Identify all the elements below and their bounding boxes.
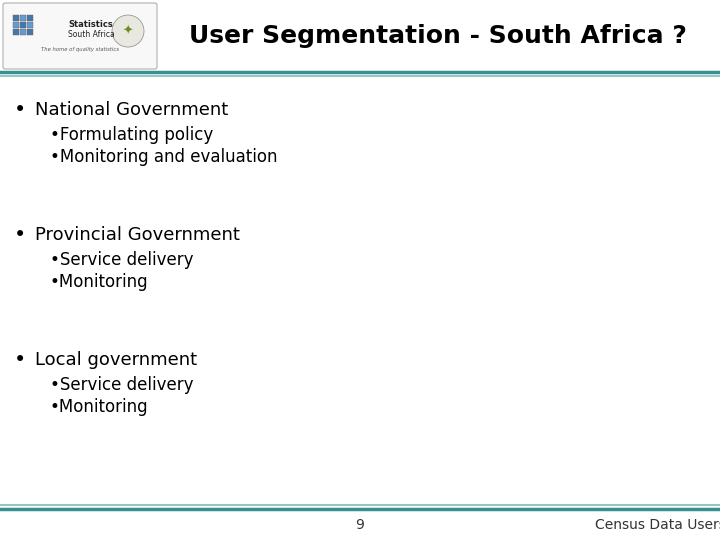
- Circle shape: [112, 15, 144, 47]
- Text: •: •: [14, 350, 26, 370]
- Bar: [27, 15, 33, 21]
- Text: Statistics: Statistics: [68, 21, 113, 29]
- Bar: [13, 22, 19, 28]
- Text: Local government: Local government: [35, 351, 197, 369]
- Bar: [20, 29, 26, 35]
- Text: National Government: National Government: [35, 101, 228, 119]
- Text: •Monitoring: •Monitoring: [50, 398, 148, 416]
- Text: •: •: [14, 225, 26, 245]
- Text: ✦: ✦: [122, 24, 133, 38]
- Bar: [20, 15, 26, 21]
- Text: User Segmentation - South Africa ?: User Segmentation - South Africa ?: [189, 24, 686, 48]
- Text: •Service delivery: •Service delivery: [50, 251, 194, 269]
- Text: •: •: [14, 100, 26, 120]
- FancyBboxPatch shape: [3, 3, 157, 69]
- Text: •Monitoring and evaluation: •Monitoring and evaluation: [50, 148, 277, 166]
- Text: South Africa: South Africa: [68, 30, 114, 39]
- Text: •Formulating policy: •Formulating policy: [50, 126, 213, 144]
- Bar: [0, 0, 720, 72]
- Text: •Monitoring: •Monitoring: [50, 273, 148, 291]
- Text: Census Data Users: Census Data Users: [595, 518, 720, 532]
- Bar: [13, 29, 19, 35]
- Text: Provincial Government: Provincial Government: [35, 226, 240, 244]
- Bar: [27, 29, 33, 35]
- Text: The home of quality statistics: The home of quality statistics: [41, 47, 119, 52]
- Bar: [27, 22, 33, 28]
- Text: •Service delivery: •Service delivery: [50, 376, 194, 394]
- Bar: [13, 15, 19, 21]
- Text: 9: 9: [356, 518, 364, 532]
- Bar: [20, 22, 26, 28]
